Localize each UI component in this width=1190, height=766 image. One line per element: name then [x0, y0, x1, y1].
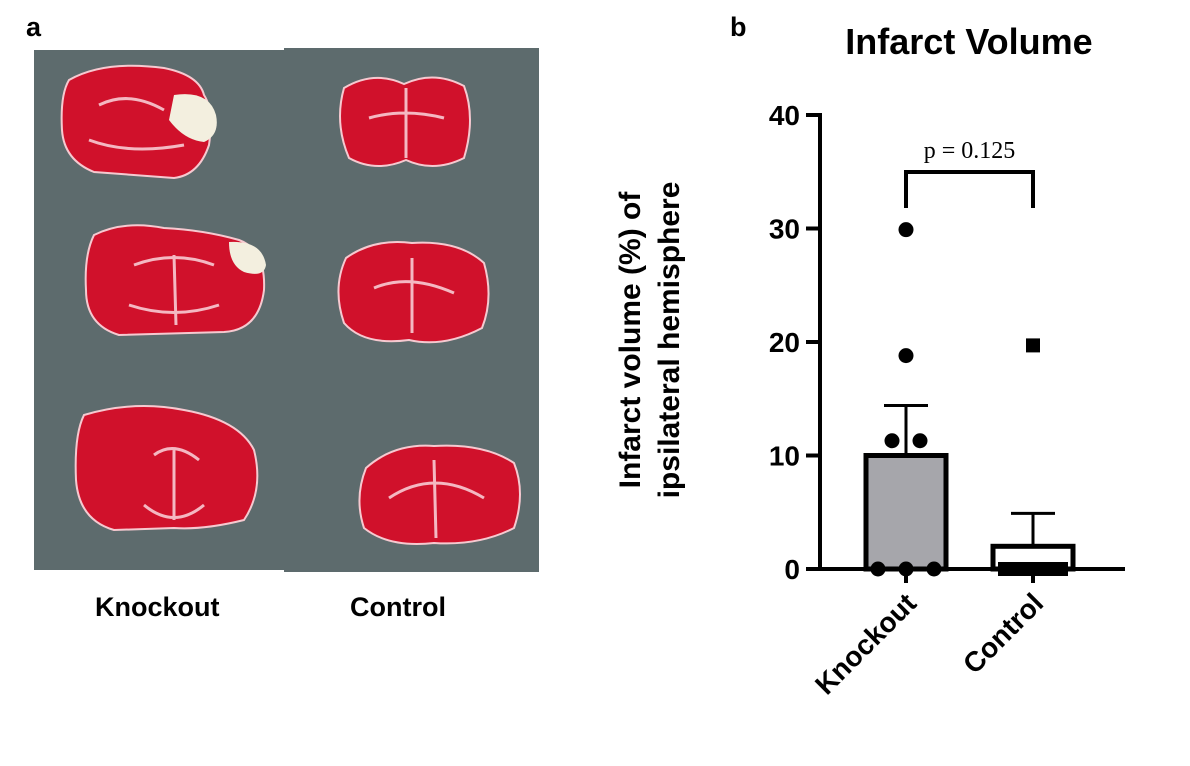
data-point-knockout-1 — [898, 348, 914, 364]
y-axis-title-line-2: ipsilateral hemisphere — [653, 182, 686, 499]
knockout-brain-slices-photo — [34, 50, 287, 570]
plot-area: 0 10 20 30 40 Knockout Control p = 0.125 — [769, 100, 1125, 701]
control-brain-slices-photo — [284, 48, 539, 572]
y-axis-title: Infarct volume (%) of ipsilateral hemisp… — [614, 182, 686, 499]
control-photo-label: Control — [350, 592, 446, 622]
bar-knockout — [863, 453, 949, 572]
knockout-photo-label: Knockout — [95, 592, 220, 622]
y-tick-label-30: 30 — [769, 214, 800, 245]
p-value-annotation: p = 0.125 — [924, 138, 1016, 164]
data-point-knockout-0 — [898, 222, 914, 238]
data-point-knockout-4 — [870, 561, 886, 577]
brain-slice-1 — [60, 64, 217, 180]
brain-slice-1 — [339, 76, 471, 167]
data-point-control-1 — [998, 562, 1012, 576]
data-point-knockout-6 — [926, 561, 942, 577]
brain-slice-2 — [84, 224, 266, 337]
y-tick-label-40: 40 — [769, 100, 800, 131]
brain-slice-2 — [337, 241, 490, 344]
data-point-control-4 — [1040, 562, 1054, 576]
y-tick-label-10: 10 — [769, 441, 800, 472]
significance-bracket — [904, 170, 1035, 208]
x-tick-label-knockout: Knockout — [809, 587, 922, 700]
data-point-control-2 — [1026, 562, 1040, 576]
data-point-knockout-3 — [912, 433, 928, 449]
infarct-volume-chart: Infarct Volume Infarct volume (%) of ips… — [614, 21, 1125, 701]
panel-label-b: b — [730, 12, 747, 42]
data-point-control-6 — [1054, 562, 1068, 576]
data-point-control-5 — [1012, 562, 1026, 576]
panel-label-a: a — [26, 12, 42, 42]
y-axis-title-line-1: Infarct volume (%) of — [614, 191, 647, 489]
x-tick-label-control: Control — [957, 587, 1049, 679]
y-tick-label-0: 0 — [784, 554, 800, 585]
data-point-knockout-5 — [898, 561, 914, 577]
brain-slice-3 — [74, 405, 259, 532]
data-point-knockout-2 — [884, 433, 900, 449]
chart-title: Infarct Volume — [845, 21, 1092, 62]
brain-slice-3 — [358, 444, 521, 545]
y-tick-label-20: 20 — [769, 327, 800, 358]
data-point-control-0 — [1026, 338, 1040, 353]
